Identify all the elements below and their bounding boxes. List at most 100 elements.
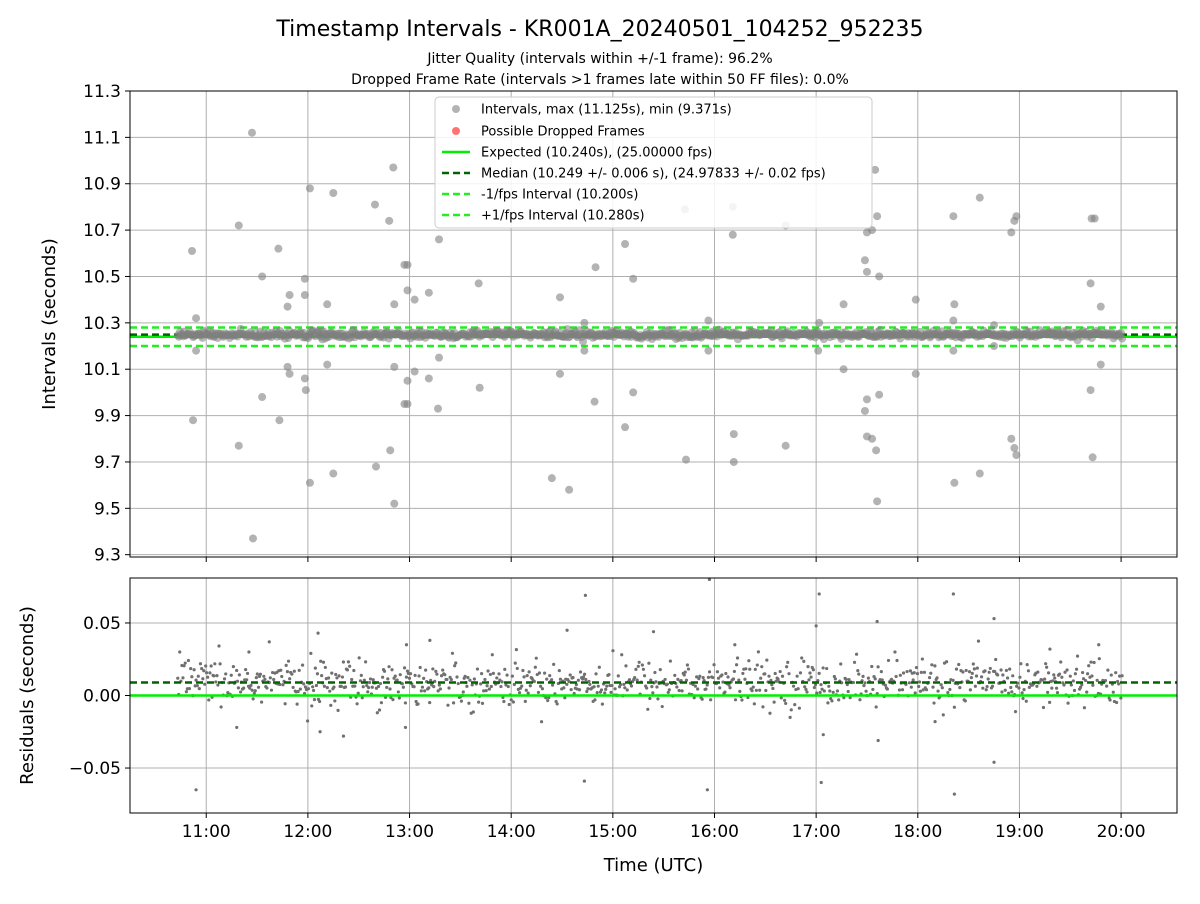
residual-point	[741, 671, 745, 676]
interval-outlier-point	[815, 318, 824, 327]
intervals-panel: 11.3 11.1 10.9 10.7 10.5 10.3 10.1 9.9 9.7 9.5 9.3…	[39, 82, 1178, 566]
residual-point	[971, 662, 975, 666]
residual-outlier-point	[582, 779, 586, 783]
residual-point	[235, 679, 240, 683]
interval-outlier-point	[386, 446, 395, 455]
residual-point	[746, 695, 750, 700]
residual-point	[224, 672, 228, 676]
residual-point	[303, 685, 308, 689]
residual-outlier-point	[1048, 647, 1052, 651]
residual-point	[305, 719, 310, 723]
residual-point	[634, 667, 638, 671]
residual-point	[898, 673, 902, 677]
residual-point	[986, 677, 990, 681]
residual-point	[611, 649, 615, 653]
residual-point	[1009, 685, 1013, 690]
residual-point	[1087, 664, 1091, 668]
residual-point	[280, 674, 284, 679]
residual-point	[754, 688, 758, 692]
residual-point	[1043, 677, 1047, 681]
residual-point	[641, 667, 646, 671]
residual-point	[500, 680, 504, 684]
legend-item-dropped: Possible Dropped Frames	[481, 125, 645, 140]
interval-outlier-point	[1086, 386, 1095, 395]
interval-outlier-point	[950, 300, 959, 309]
residual-point	[497, 672, 501, 676]
residual-point	[542, 671, 547, 675]
residual-point	[428, 700, 432, 705]
residual-point	[283, 702, 287, 706]
interval-outlier-point	[1096, 302, 1105, 311]
interval-outlier-point	[950, 478, 959, 487]
interval-outlier-point	[580, 318, 589, 327]
residual-point	[367, 686, 371, 690]
residual-point	[716, 676, 721, 680]
interval-outlier-point	[580, 346, 589, 355]
residual-point	[235, 668, 239, 673]
legend-marker-intervals	[452, 105, 460, 113]
x-tick-label: 11:00	[182, 822, 231, 842]
interval-outlier-point	[403, 399, 412, 408]
legend-item-median: Median (10.249 +/- 0.006 s), (24.97833 +…	[481, 167, 826, 182]
residual-point	[1021, 696, 1025, 701]
residual-point	[1106, 668, 1110, 672]
residual-point	[605, 684, 609, 688]
residual-point	[1080, 683, 1084, 687]
residual-point	[805, 690, 809, 694]
residual-point	[835, 689, 840, 693]
residual-point	[633, 676, 637, 680]
interval-outlier-point	[547, 474, 556, 483]
residual-point	[784, 701, 788, 706]
residual-point	[770, 683, 774, 687]
y-tick-label: 11.3	[83, 82, 121, 102]
residual-point	[761, 705, 765, 709]
residual-point	[295, 702, 299, 706]
residual-point	[807, 678, 811, 682]
residual-point	[624, 664, 628, 668]
residual-point	[334, 672, 338, 677]
interval-outlier-point	[868, 434, 877, 443]
residual-point	[322, 684, 326, 688]
residual-point	[685, 663, 690, 667]
residual-point	[1062, 683, 1066, 687]
residual-point	[521, 668, 525, 673]
residual-point	[550, 678, 554, 682]
residual-point	[1114, 700, 1119, 705]
residual-point	[453, 664, 457, 668]
residual-point	[1119, 696, 1123, 700]
residual-point	[586, 687, 590, 691]
residual-point	[592, 685, 596, 689]
residual-outlier-point	[316, 631, 320, 635]
residual-point	[438, 687, 442, 691]
residual-point	[1085, 672, 1090, 676]
residual-point	[740, 698, 744, 702]
residual-point	[454, 661, 458, 665]
residual-point	[933, 664, 937, 668]
residual-outlier-point	[428, 638, 432, 642]
interval-outlier-point	[949, 346, 958, 355]
residual-point	[803, 685, 807, 689]
residual-point	[731, 677, 736, 681]
residual-point	[407, 676, 412, 680]
residual-point	[735, 656, 740, 660]
interval-outlier-point	[403, 260, 412, 269]
residual-outlier-point	[318, 730, 322, 734]
interval-outlier-point	[860, 256, 869, 265]
residual-point	[629, 684, 634, 688]
residual-point	[985, 684, 989, 689]
interval-outlier-point	[1096, 360, 1105, 369]
residual-point	[655, 685, 659, 689]
residual-point	[1051, 679, 1055, 683]
residual-point	[1010, 690, 1014, 694]
residual-point	[768, 711, 772, 715]
residual-point	[387, 665, 391, 669]
residual-point	[297, 668, 301, 672]
residual-point	[450, 651, 455, 655]
residual-point	[911, 678, 915, 682]
residual-point	[239, 690, 243, 694]
residual-point	[764, 688, 768, 693]
interval-outlier-point	[189, 416, 198, 425]
chart-subtitle-jitter: Jitter Quality (intervals within +/-1 fr…	[426, 51, 772, 67]
interval-outlier-point	[704, 316, 713, 325]
